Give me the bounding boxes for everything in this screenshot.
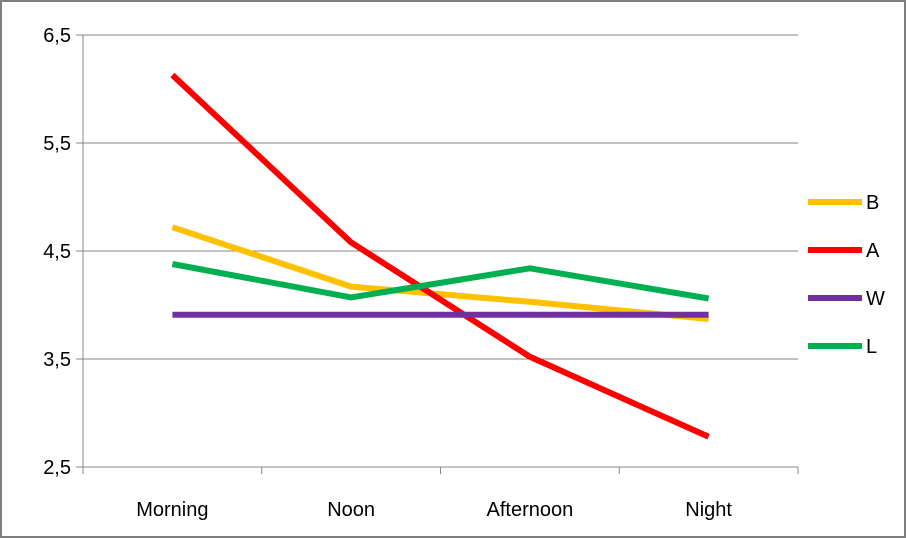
legend: B A W L bbox=[808, 192, 885, 358]
y-tick-label: 6,5 bbox=[43, 25, 71, 47]
series-line-b bbox=[171, 224, 709, 322]
y-tick-label: 2,5 bbox=[43, 457, 71, 479]
legend-label-w: W bbox=[866, 288, 885, 310]
legend-label-a: A bbox=[866, 240, 880, 262]
y-tick-label: 4,5 bbox=[43, 241, 71, 263]
legend-label-l: L bbox=[866, 336, 877, 358]
series-lines bbox=[170, 72, 710, 440]
series-line-l bbox=[171, 261, 710, 302]
y-tick-labels: 2,5 3,5 4,5 5,5 6,5 bbox=[43, 25, 71, 479]
x-tick-label: Afternoon bbox=[487, 499, 574, 521]
x-tick-label: Noon bbox=[327, 499, 375, 521]
gridlines bbox=[83, 34, 798, 360]
y-tick-label: 3,5 bbox=[43, 349, 71, 371]
series-line-a bbox=[170, 72, 710, 440]
legend-label-b: B bbox=[866, 192, 879, 214]
axes bbox=[76, 34, 799, 474]
x-tick-labels: Morning Noon Afternoon Night bbox=[136, 499, 732, 521]
x-tick-label: Morning bbox=[136, 499, 208, 521]
x-tick-label: Night bbox=[685, 499, 732, 521]
y-tick-label: 5,5 bbox=[43, 133, 71, 155]
